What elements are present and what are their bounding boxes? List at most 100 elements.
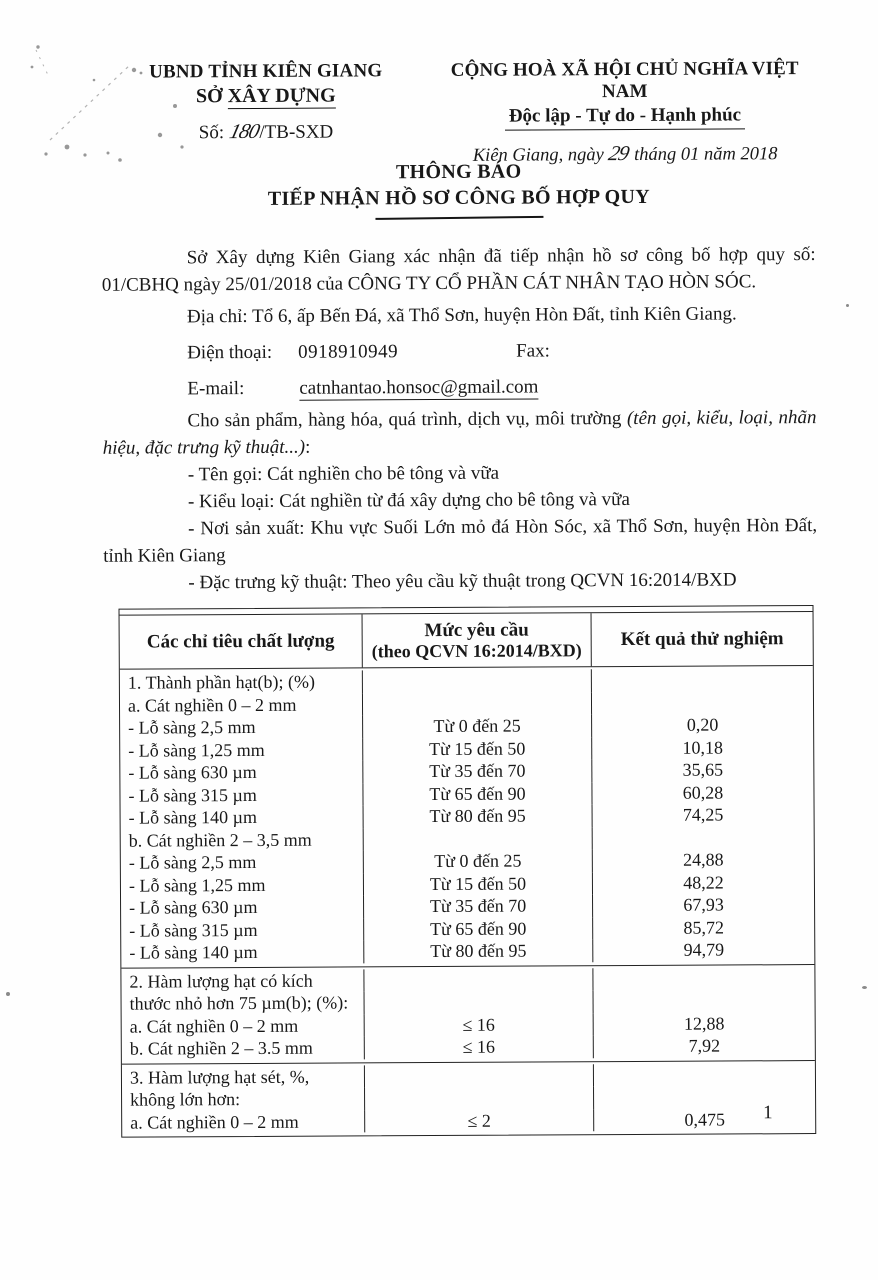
email-line: E-mail: catnhantao.honsoc@gmail.com [102, 372, 816, 403]
table-cell: Từ 65 đến 90 [364, 916, 594, 941]
table-cell: b. Cát nghiền 2 – 3.5 mm [121, 1036, 365, 1061]
table-cell: 94,79 [683, 939, 725, 960]
scan-speck [862, 986, 867, 989]
table-cell: thước nhỏ hơn 75 µm(b); (%): [121, 991, 365, 1016]
table-cell: Từ 0 đến 25 [363, 849, 593, 873]
email-label: E-mail: [187, 378, 245, 400]
table-cell: 7,92 [688, 1035, 721, 1056]
quality-criteria-table: Các chỉ tiêu chất lượng Mức yêu cầu (the… [118, 605, 817, 1138]
table-cell: Từ 15 đến 50 [363, 871, 594, 896]
table-cell [594, 1063, 815, 1087]
table-cell [593, 967, 814, 991]
table-row: b. Cát nghiền 2 – 3.5 mm ≤ 16 7,92 [121, 1034, 815, 1061]
product-intro: Cho sản phẩm, hàng hóa, quá trình, dịch … [102, 404, 817, 462]
document-number: Số: 180/TB-SXD [141, 118, 391, 144]
table-cell: 3. Hàm lượng hạt sét, %, [121, 1064, 366, 1089]
table-cell: không lớn hơn: [122, 1087, 366, 1112]
table-cell [365, 1086, 595, 1110]
table-cell: - Lỗ sàng 315 µm [120, 782, 364, 807]
table-group: 2. Hàm lượng hạt có kích thước nhỏ hơn 75… [121, 963, 815, 1064]
document-number-handwritten: 180 [227, 118, 262, 144]
agency-name-prefix: SỞ [195, 85, 228, 108]
product-intro-colon: : [305, 436, 311, 458]
table-cell: Từ 15 đến 50 [363, 736, 593, 761]
table-row: a. Cát nghiền 0 – 2 mm ≤ 2 0,475 [122, 1108, 815, 1134]
table-cell: ≤ 16 [364, 1012, 594, 1037]
table-cell: 24,88 [683, 849, 724, 870]
address-line: Địa chỉ: Tổ 6, ấp Bến Đá, xã Thổ Sơn, hu… [186, 303, 737, 328]
table-header-requirement: Mức yêu cầu (theo QCVN 16:2014/BXD) [362, 613, 592, 668]
table-cell [594, 989, 815, 1013]
document-body: Sở Xây dựng Kiên Giang xác nhận đã tiếp … [102, 241, 818, 597]
table-cell [594, 1085, 815, 1109]
table-cell: ≤ 2 [365, 1108, 595, 1133]
table-group: 1. Thành phần hạt(b); (%) a. Cát nghiền 0… [119, 666, 815, 967]
parent-agency-name: UBND TỈNH KIÊN GIANG [148, 60, 383, 83]
table-header-requirement-line1: Mức yêu cầu [424, 619, 529, 642]
document-header: UBND TỈNH KIÊN GIANG SỞ XÂY DỰNG Số: 180… [101, 58, 817, 169]
table-cell [592, 691, 813, 715]
table-cell: 85,72 [683, 917, 724, 938]
table-cell: - Lỗ sàng 140 µm [121, 940, 365, 965]
table-cell [364, 1063, 595, 1088]
pencil-scribble-mark [30, 45, 184, 162]
table-cell: Từ 80 đến 95 [364, 939, 594, 963]
phone-line: Điện thoại: 0918910949 Fax: [102, 336, 816, 367]
table-cell [593, 826, 814, 850]
bullet-kieu-loai: - Kiểu loại: Cát nghiền từ đá xây dựng c… [187, 489, 630, 513]
table-cell: 12,88 [683, 1013, 725, 1034]
table-cell: 2. Hàm lượng hạt có kích [121, 968, 365, 993]
bullet-dac-trung: - Đặc trưng kỹ thuật: Theo yêu cầu kỹ th… [188, 569, 737, 594]
title-underline [374, 215, 543, 220]
table-header-criteria: Các chỉ tiêu chất lượng [119, 614, 363, 669]
table-cell: - Lỗ sàng 315 µm [121, 917, 365, 942]
table-cell: - Lỗ sàng 1,25 mm [120, 872, 365, 897]
table-cell: a. Cát nghiền 0 – 2 mm [119, 692, 364, 717]
table-row: - Lỗ sàng 140 µm Từ 80 đến 95 94,79 [121, 938, 814, 965]
title-line-2: TIẾP NHẬN HỒ SƠ CÔNG BỐ HỢP QUY [267, 185, 650, 210]
table-group: 3. Hàm lượng hạt sét, %, không lớn hơn: a.… [121, 1059, 816, 1137]
table-cell: 0,475 [684, 1109, 725, 1130]
table-cell: - Lỗ sàng 1,25 mm [120, 737, 364, 762]
table-cell: - Lỗ sàng 630 µm [121, 895, 365, 920]
product-intro-text: Cho sản phẩm, hàng hóa, quá trình, dịch … [187, 408, 627, 432]
phone-value: 0918910949 [298, 341, 399, 363]
table-cell: ≤ 16 [364, 1035, 594, 1059]
table-cell: a. Cát nghiền 0 – 2 mm [121, 1013, 365, 1038]
table-header-requirement-line2: (theo QCVN 16:2014/BXD) [371, 640, 582, 662]
table-cell: 1. Thành phần hạt(b); (%) [119, 670, 363, 695]
document-title: THÔNG BÁO TIẾP NHẬN HỒ SƠ CÔNG BỐ HỢP QU… [101, 159, 816, 221]
table-cell: Từ 35 đến 70 [364, 894, 594, 918]
table-cell: - Lỗ sàng 140 µm [120, 805, 364, 830]
table-cell: - Lỗ sàng 2,5 mm [120, 715, 364, 740]
page-number: 1 [763, 1102, 773, 1124]
table-body: 1. Thành phần hạt(b); (%) a. Cát nghiền 0… [119, 666, 816, 1137]
table-cell: 35,65 [682, 759, 724, 780]
table-cell: Từ 0 đến 25 [363, 714, 593, 738]
table-cell: 60,28 [682, 782, 724, 803]
table-cell: - Lỗ sàng 630 µm [120, 760, 364, 785]
table-cell: b. Cát nghiền 2 – 3,5 mm [120, 827, 364, 852]
table-cell [364, 990, 594, 1014]
phone-label: Điện thoại: [187, 341, 273, 364]
agency-name-underlined: XÂY DỰNG [227, 84, 336, 110]
table-cell: Từ 80 đến 95 [363, 804, 593, 828]
document-number-label: Số: [198, 122, 229, 144]
fax-label: Fax: [516, 340, 550, 362]
table-cell [363, 826, 593, 851]
national-motto: Độc lập - Tự do - Hạnh phúc [504, 104, 746, 131]
table-cell: 67,93 [683, 894, 724, 915]
table-cell: 74,25 [682, 804, 724, 825]
table-header-row: Các chỉ tiêu chất lượng Mức yêu cầu (the… [119, 612, 813, 670]
table-cell: a. Cát nghiền 0 – 2 mm [122, 1109, 366, 1134]
table-cell [364, 967, 594, 992]
email-value: catnhantao.honsoc@gmail.com [299, 376, 539, 401]
confirmation-paragraph: Sở Xây dựng Kiên Giang xác nhận đã tiếp … [101, 244, 816, 296]
national-title: CỘNG HOÀ XÃ HỘI CHỦ NGHĨA VIỆT NAM [450, 58, 799, 103]
bullet-noi-san-xuat: - Nơi sản xuất: Khu vực Suối Lớn mỏ đá H… [103, 515, 818, 567]
table-header-result: Kết quả thử nghiệm [620, 628, 784, 651]
scan-speck [846, 304, 849, 307]
table-cell [592, 668, 813, 692]
issuing-agency-block: UBND TỈNH KIÊN GIANG SỞ XÂY DỰNG Số: 180… [141, 60, 392, 168]
table-cell: 48,22 [683, 872, 724, 893]
